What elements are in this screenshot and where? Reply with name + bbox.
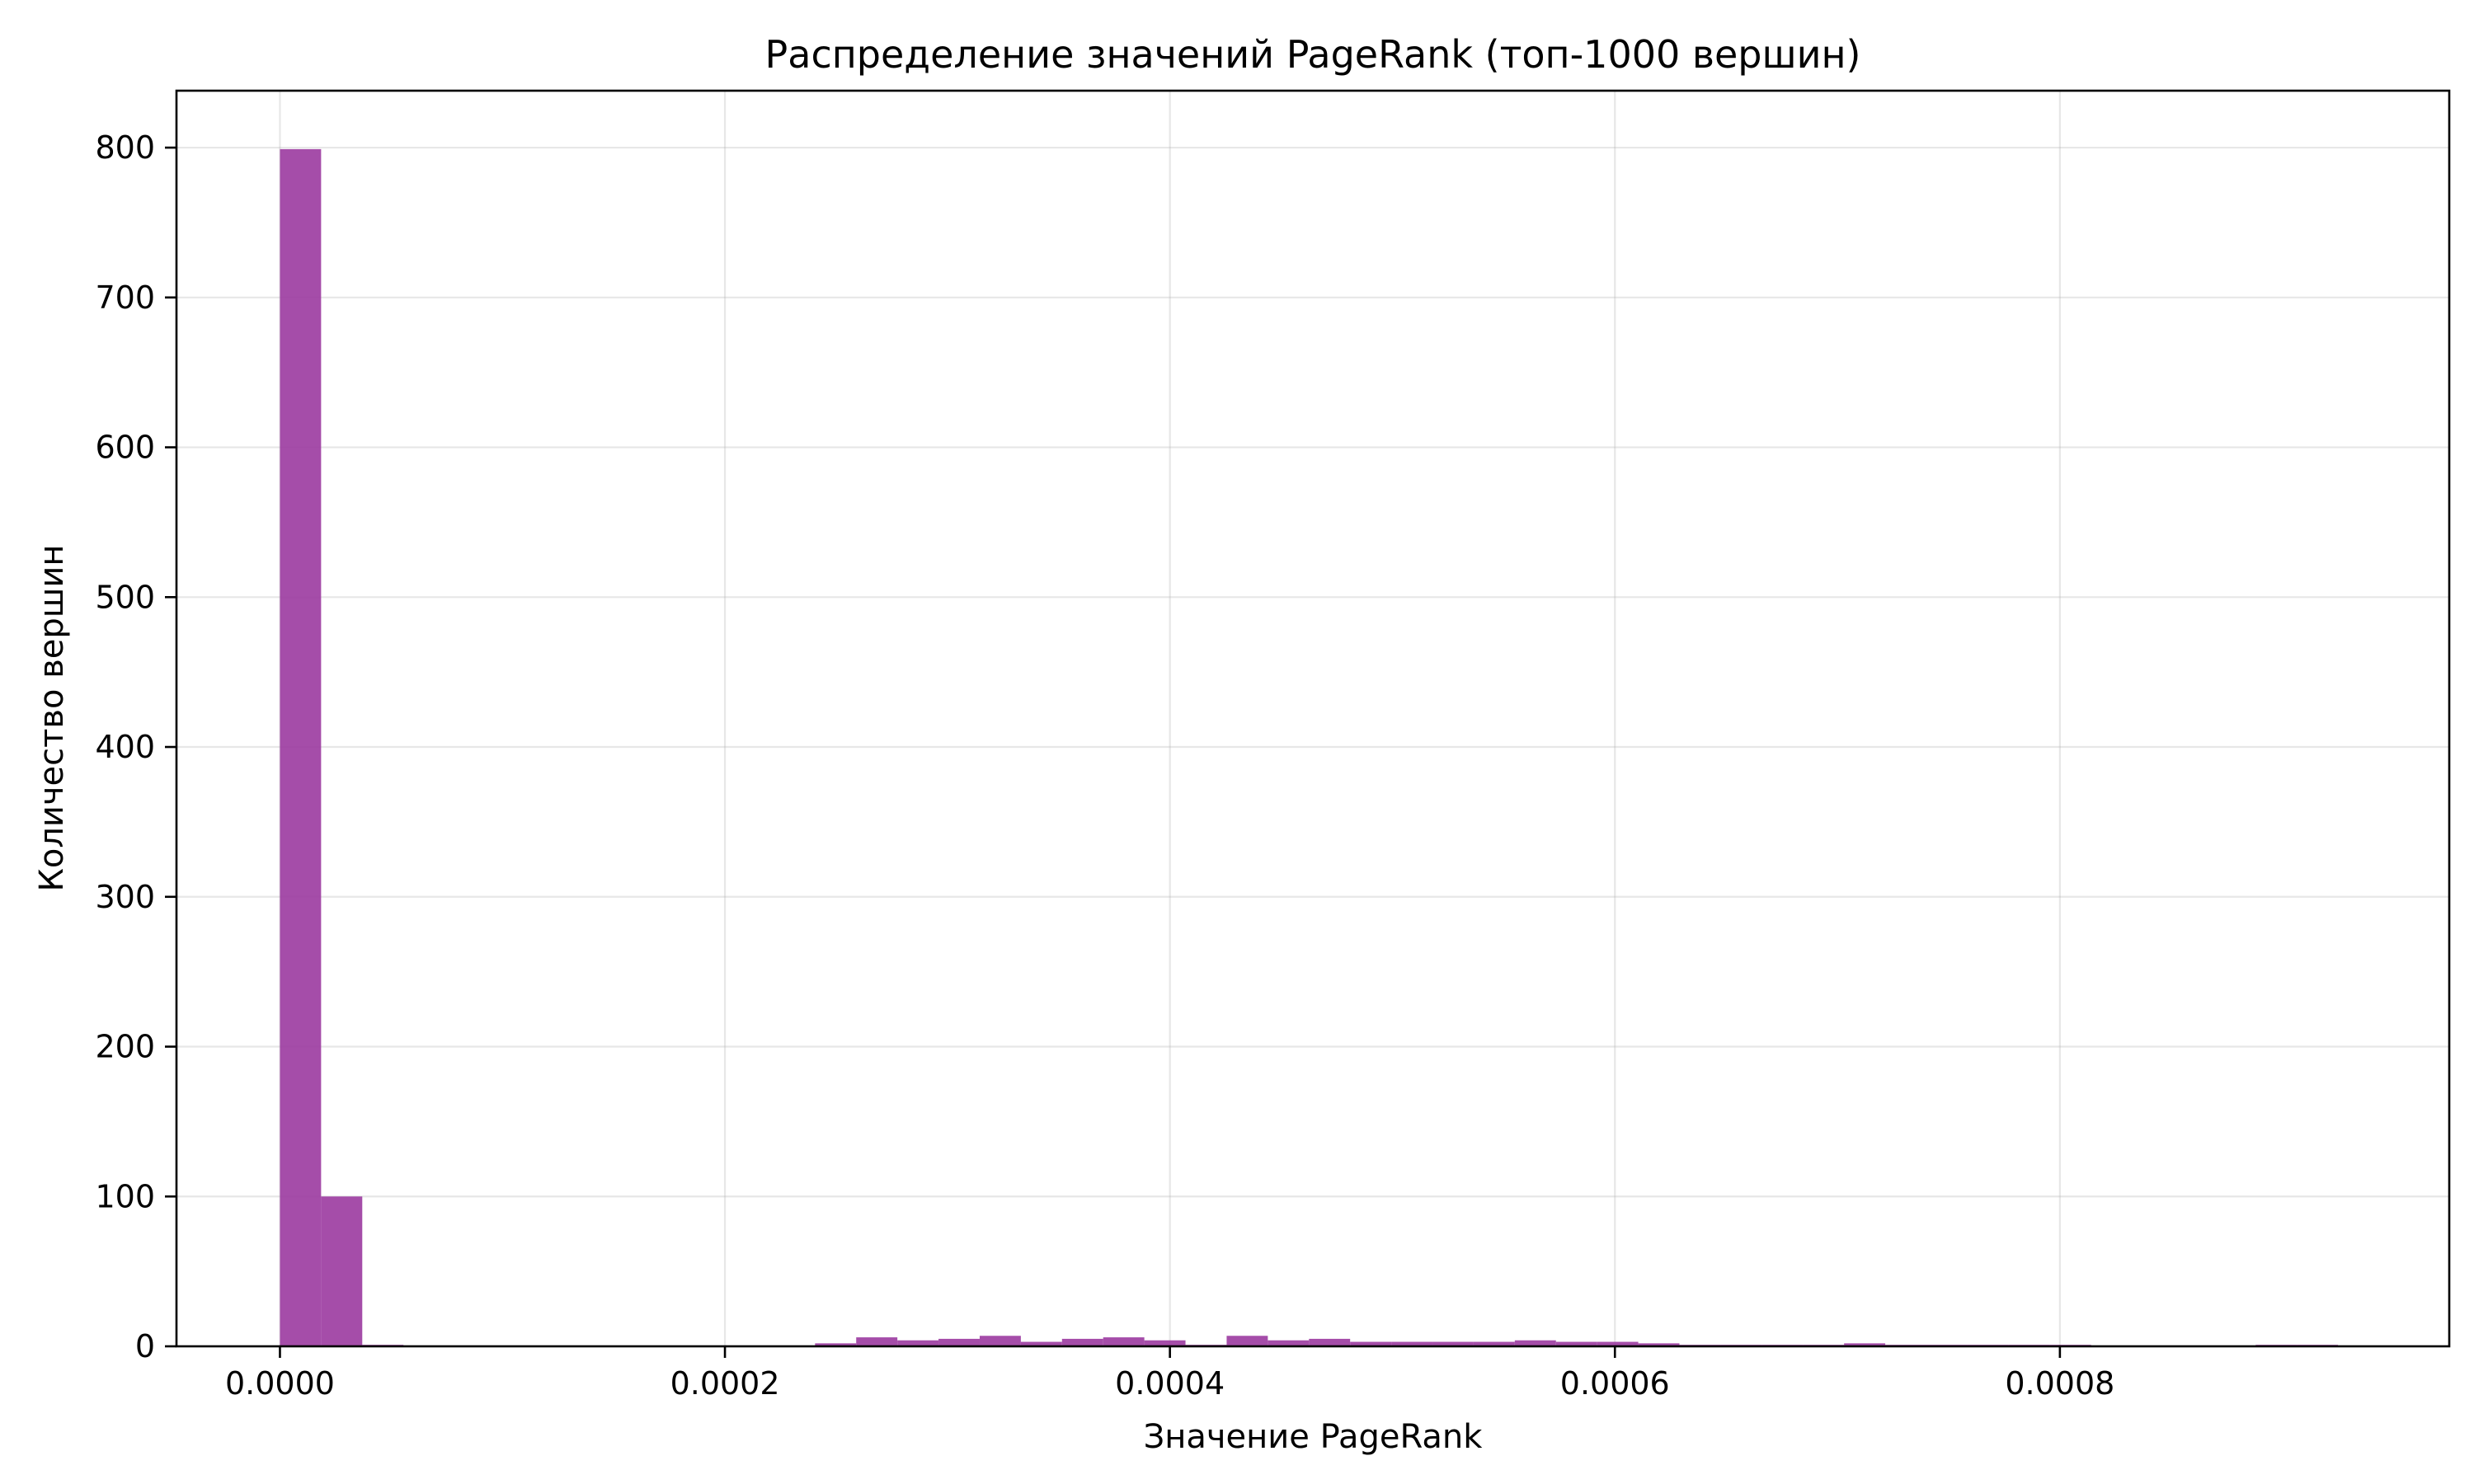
histogram-bar-30 xyxy=(1514,1340,1556,1346)
histogram-bar-21 xyxy=(1144,1340,1186,1346)
histogram-bar-29 xyxy=(1473,1341,1515,1346)
histogram-bar-24 xyxy=(1268,1340,1310,1346)
histogram-bar-33 xyxy=(1638,1343,1680,1346)
histogram-bar-17 xyxy=(979,1336,1021,1346)
y-tick-label-6: 600 xyxy=(95,430,155,466)
grid xyxy=(176,91,2449,1348)
x-tick-label-3: 0.0006 xyxy=(1560,1365,1670,1402)
histogram-bar-20 xyxy=(1103,1337,1145,1346)
x-tick-label-4: 0.0008 xyxy=(2005,1365,2114,1402)
histogram-bar-28 xyxy=(1432,1341,1474,1346)
y-tick-label-0: 0 xyxy=(135,1328,155,1364)
histogram-bar-0 xyxy=(280,148,322,1346)
histogram-bar-15 xyxy=(897,1340,939,1346)
histogram-bar-25 xyxy=(1309,1338,1351,1346)
histogram-bar-18 xyxy=(1020,1341,1062,1346)
y-tick-label-3: 300 xyxy=(95,879,155,915)
y-tick-label-4: 400 xyxy=(95,729,155,765)
plot-frame xyxy=(175,89,2451,1348)
x-axis-label: Значение PageRank xyxy=(1144,1418,1484,1456)
x-axis-ticks: 0.0000 0.0002 0.0004 0.0006 0.0008 xyxy=(225,1346,2114,1402)
histogram-bar-16 xyxy=(938,1338,980,1346)
histogram-bar-26 xyxy=(1350,1341,1392,1346)
y-axis-label: Количество вершин xyxy=(33,544,71,891)
histogram-bar-23 xyxy=(1226,1336,1268,1346)
y-axis-ticks: 0 100 200 300 400 500 600 700 800 xyxy=(95,129,176,1364)
histogram-bar-31 xyxy=(1555,1341,1597,1346)
bars xyxy=(280,148,2339,1346)
y-tick-label-8: 800 xyxy=(95,129,155,166)
histogram-bar-14 xyxy=(856,1337,898,1346)
y-tick-label-5: 500 xyxy=(95,579,155,615)
histogram-bar-27 xyxy=(1391,1341,1433,1346)
x-tick-label-0: 0.0000 xyxy=(225,1365,335,1402)
x-tick-label-2: 0.0004 xyxy=(1115,1365,1225,1402)
histogram-bar-13 xyxy=(815,1343,857,1346)
histogram-bar-1 xyxy=(321,1196,363,1346)
y-tick-label-7: 700 xyxy=(95,279,155,316)
histogram-bar-19 xyxy=(1061,1338,1103,1346)
histogram-bar-32 xyxy=(1597,1341,1639,1346)
chart-title: Распределение значений PageRank (топ-100… xyxy=(765,32,1861,77)
y-tick-label-2: 200 xyxy=(95,1029,155,1065)
x-tick-label-1: 0.0002 xyxy=(670,1365,780,1402)
y-tick-label-1: 100 xyxy=(95,1178,155,1214)
histogram-bar-38 xyxy=(1844,1343,1886,1346)
